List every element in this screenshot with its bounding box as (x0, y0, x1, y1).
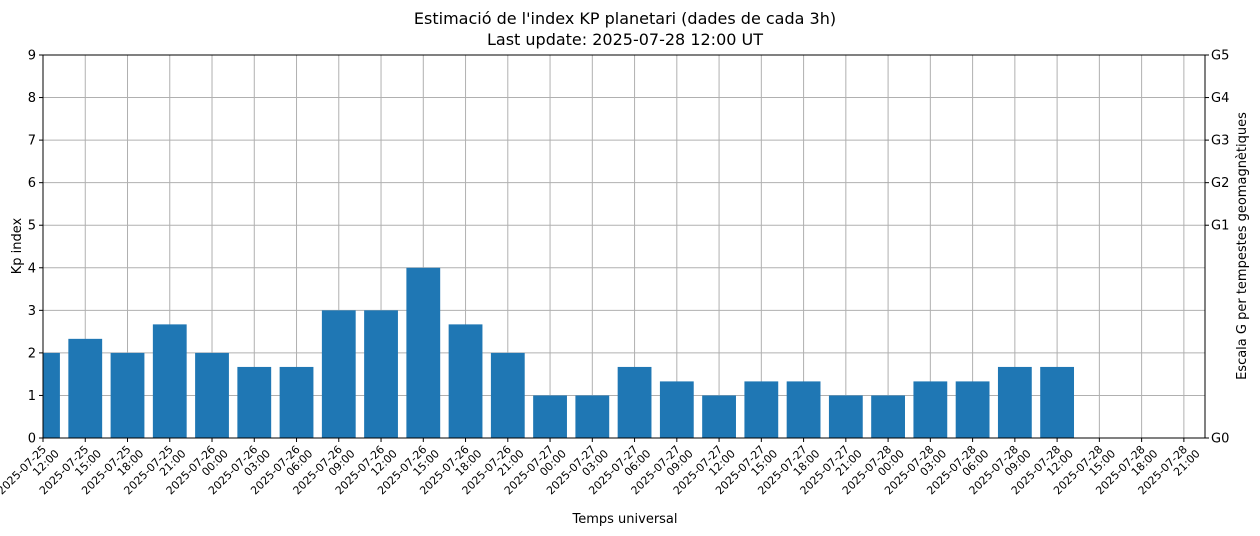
y-axis: 0 1 2 3 4 5 6 7 8 9 (28, 49, 43, 447)
kp-bar (744, 381, 779, 438)
kp-bar (321, 310, 356, 438)
kp-bar (702, 395, 736, 438)
y-tick-label: 0 (28, 432, 36, 447)
x-axis: 2025-07-2512:002025-07-2515:002025-07-25… (0, 438, 1203, 506)
chart-title: Estimació de l'index KP planetari (dades… (414, 9, 836, 28)
y-tick-label: 1 (28, 389, 36, 404)
y2-axis-label: Escala G per tempestes geomagnètiques (1235, 112, 1250, 380)
kp-bar (237, 366, 272, 438)
kp-bar (110, 352, 145, 438)
g-scale-tick-label: G2 (1211, 176, 1229, 191)
y-tick-label: 5 (28, 219, 36, 234)
kp-bar (828, 395, 863, 438)
plot-frame (42, 54, 1206, 439)
y-axis-label: Kp index (10, 217, 25, 274)
g-scale-axis: G0 G1 G2 G3 G4 G5 (1205, 49, 1229, 447)
y-tick-label: 8 (28, 91, 36, 106)
kp-bar (1040, 366, 1075, 438)
kp-bar (659, 381, 694, 438)
kp-bar (913, 381, 948, 438)
kp-bar (43, 352, 60, 438)
kp-bar (871, 395, 905, 438)
kp-bar (279, 366, 314, 438)
g-scale-tick-label: G4 (1211, 91, 1229, 106)
kp-bar (786, 381, 821, 438)
kp-bar (152, 324, 187, 438)
g-scale-tick-label: G0 (1211, 432, 1229, 447)
kp-bar (195, 352, 229, 438)
kp-bar (617, 366, 652, 438)
x-axis-label: Temps universal (571, 512, 677, 527)
y-tick-label: 6 (28, 176, 36, 191)
kp-bar (364, 310, 398, 438)
x-tick-label: 2025-07-2821:00 (1136, 439, 1203, 506)
y-tick-label: 7 (28, 134, 36, 149)
kp-bar (490, 352, 525, 438)
y-tick-label: 4 (28, 261, 36, 276)
chart-subtitle: Last update: 2025-07-28 12:00 UT (487, 30, 763, 49)
g-scale-tick-label: G3 (1211, 134, 1229, 149)
y-tick-label: 3 (28, 304, 36, 319)
g-scale-tick-label: G5 (1211, 49, 1229, 64)
kp-bar (955, 381, 990, 438)
bar-layer (43, 267, 1075, 438)
y-tick-label: 9 (28, 49, 36, 64)
kp-bar (68, 338, 103, 438)
g-scale-tick-label: G1 (1211, 219, 1229, 234)
kp-bar (533, 395, 567, 438)
y-tick-label: 2 (28, 346, 36, 361)
kp-bar (575, 395, 610, 438)
kp-bar (406, 267, 441, 438)
kp-bar (997, 366, 1032, 438)
kp-bar (448, 324, 483, 438)
